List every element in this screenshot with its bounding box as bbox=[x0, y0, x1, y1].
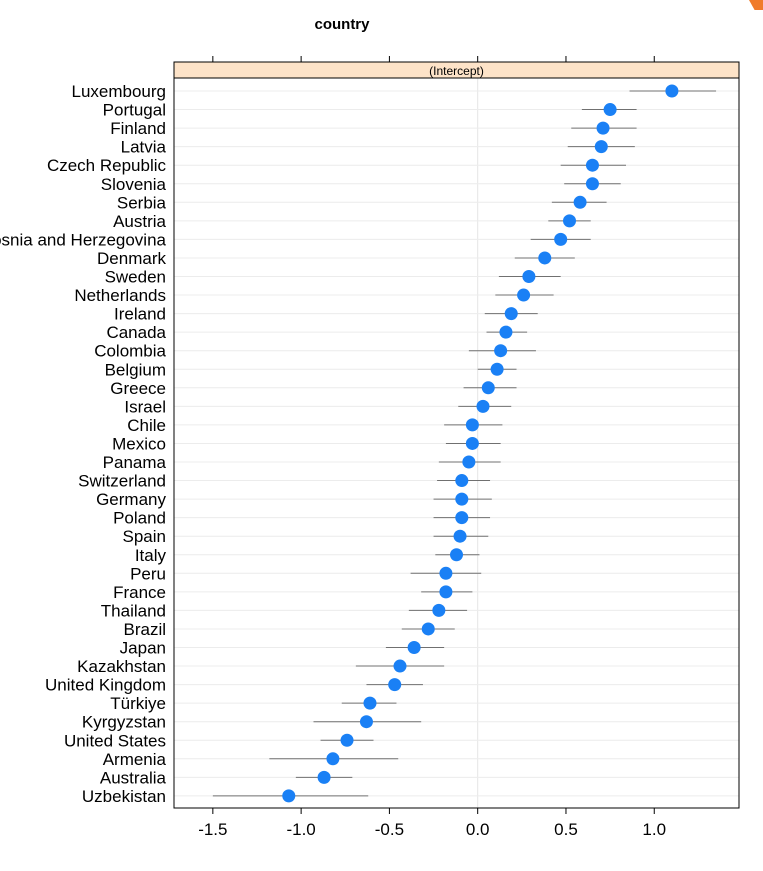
data-point bbox=[596, 121, 610, 135]
data-point bbox=[538, 251, 552, 265]
x-tick-label: -1.5 bbox=[198, 820, 227, 839]
data-point bbox=[585, 177, 599, 191]
x-tick-label: -0.5 bbox=[375, 820, 404, 839]
data-point bbox=[359, 715, 373, 729]
corner-logo-fragment bbox=[749, 0, 763, 10]
country-label: Sweden bbox=[105, 268, 166, 287]
data-point bbox=[432, 603, 446, 617]
data-point bbox=[465, 418, 479, 432]
country-label: Armenia bbox=[103, 750, 167, 769]
country-label: Serbia bbox=[117, 193, 167, 212]
chart-title: country bbox=[314, 16, 370, 33]
data-point bbox=[439, 566, 453, 580]
data-point bbox=[481, 381, 495, 395]
data-point bbox=[282, 789, 296, 803]
country-label: Türkiye bbox=[110, 694, 166, 713]
data-point bbox=[439, 585, 453, 599]
data-point bbox=[388, 678, 402, 692]
country-label: Canada bbox=[106, 323, 166, 342]
country-label: Portugal bbox=[103, 101, 166, 120]
country-label: United States bbox=[64, 731, 166, 750]
country-label: United Kingdom bbox=[45, 676, 166, 695]
data-point bbox=[407, 641, 421, 654]
country-label: Czech Republic bbox=[47, 156, 167, 175]
country-label: Finland bbox=[110, 119, 166, 138]
data-point bbox=[554, 232, 568, 246]
country-label: Germany bbox=[96, 490, 166, 509]
country-label: Panama bbox=[103, 453, 167, 472]
data-point bbox=[573, 195, 587, 209]
country-label: Kazakhstan bbox=[77, 657, 166, 676]
country-label: Israel bbox=[124, 397, 166, 416]
data-point bbox=[455, 474, 469, 488]
data-point bbox=[455, 492, 469, 506]
country-label: Uzbekistan bbox=[82, 787, 166, 806]
data-point bbox=[450, 548, 463, 562]
country-label: Brazil bbox=[123, 620, 166, 639]
data-point bbox=[499, 325, 513, 339]
country-label: Netherlands bbox=[74, 286, 166, 305]
data-point bbox=[340, 733, 354, 747]
country-label: Spain bbox=[123, 527, 166, 546]
country-label: Latvia bbox=[121, 138, 167, 157]
x-tick-label: 0.5 bbox=[554, 820, 578, 839]
data-point bbox=[594, 140, 608, 154]
data-point bbox=[317, 770, 331, 784]
country-label: Poland bbox=[113, 509, 166, 528]
country-label: Slovenia bbox=[101, 175, 167, 194]
data-point bbox=[421, 622, 435, 636]
data-points bbox=[282, 84, 679, 803]
country-label: Peru bbox=[130, 564, 166, 583]
data-point bbox=[585, 158, 599, 172]
data-point bbox=[522, 270, 536, 283]
country-label: Austria bbox=[113, 212, 166, 231]
data-point bbox=[453, 529, 467, 543]
x-tick-label: 0.0 bbox=[466, 820, 490, 839]
country-label: Kyrgyzstan bbox=[82, 713, 166, 732]
country-label: Denmark bbox=[97, 249, 166, 268]
data-point bbox=[517, 288, 531, 302]
data-point bbox=[326, 752, 340, 766]
country-label: Luxembourg bbox=[71, 82, 166, 101]
data-point bbox=[603, 103, 617, 117]
data-point bbox=[504, 307, 518, 321]
country-label: Switzerland bbox=[78, 472, 166, 491]
country-label: Japan bbox=[120, 639, 166, 658]
country-label: Colombia bbox=[94, 342, 166, 361]
country-label: Belgium bbox=[105, 360, 166, 379]
x-tick-label: 1.0 bbox=[642, 820, 666, 839]
country-label: Bosnia and Herzegovina bbox=[0, 230, 167, 249]
country-label: France bbox=[113, 583, 166, 602]
data-point bbox=[363, 696, 377, 710]
country-label: Australia bbox=[100, 768, 167, 787]
country-label: Greece bbox=[110, 379, 166, 398]
country-label: Chile bbox=[127, 416, 166, 435]
plot-frame bbox=[173, 61, 740, 809]
country-label: Thailand bbox=[101, 601, 166, 620]
data-point bbox=[476, 399, 490, 413]
data-point bbox=[393, 659, 407, 673]
data-point bbox=[563, 214, 576, 228]
country-label: Ireland bbox=[114, 305, 166, 324]
x-axis: -1.5 -1.0 -0.5 0.0 0.5 1.0 bbox=[198, 56, 666, 839]
country-label: Mexico bbox=[112, 434, 166, 453]
country-label: Italy bbox=[135, 546, 167, 565]
data-point bbox=[465, 436, 479, 450]
data-point bbox=[490, 362, 504, 376]
strip-label: (Intercept) bbox=[429, 64, 484, 78]
data-point bbox=[462, 455, 476, 469]
x-tick-label: -1.0 bbox=[286, 820, 315, 839]
data-point bbox=[455, 511, 469, 525]
data-point bbox=[494, 344, 508, 358]
data-point bbox=[665, 84, 679, 98]
